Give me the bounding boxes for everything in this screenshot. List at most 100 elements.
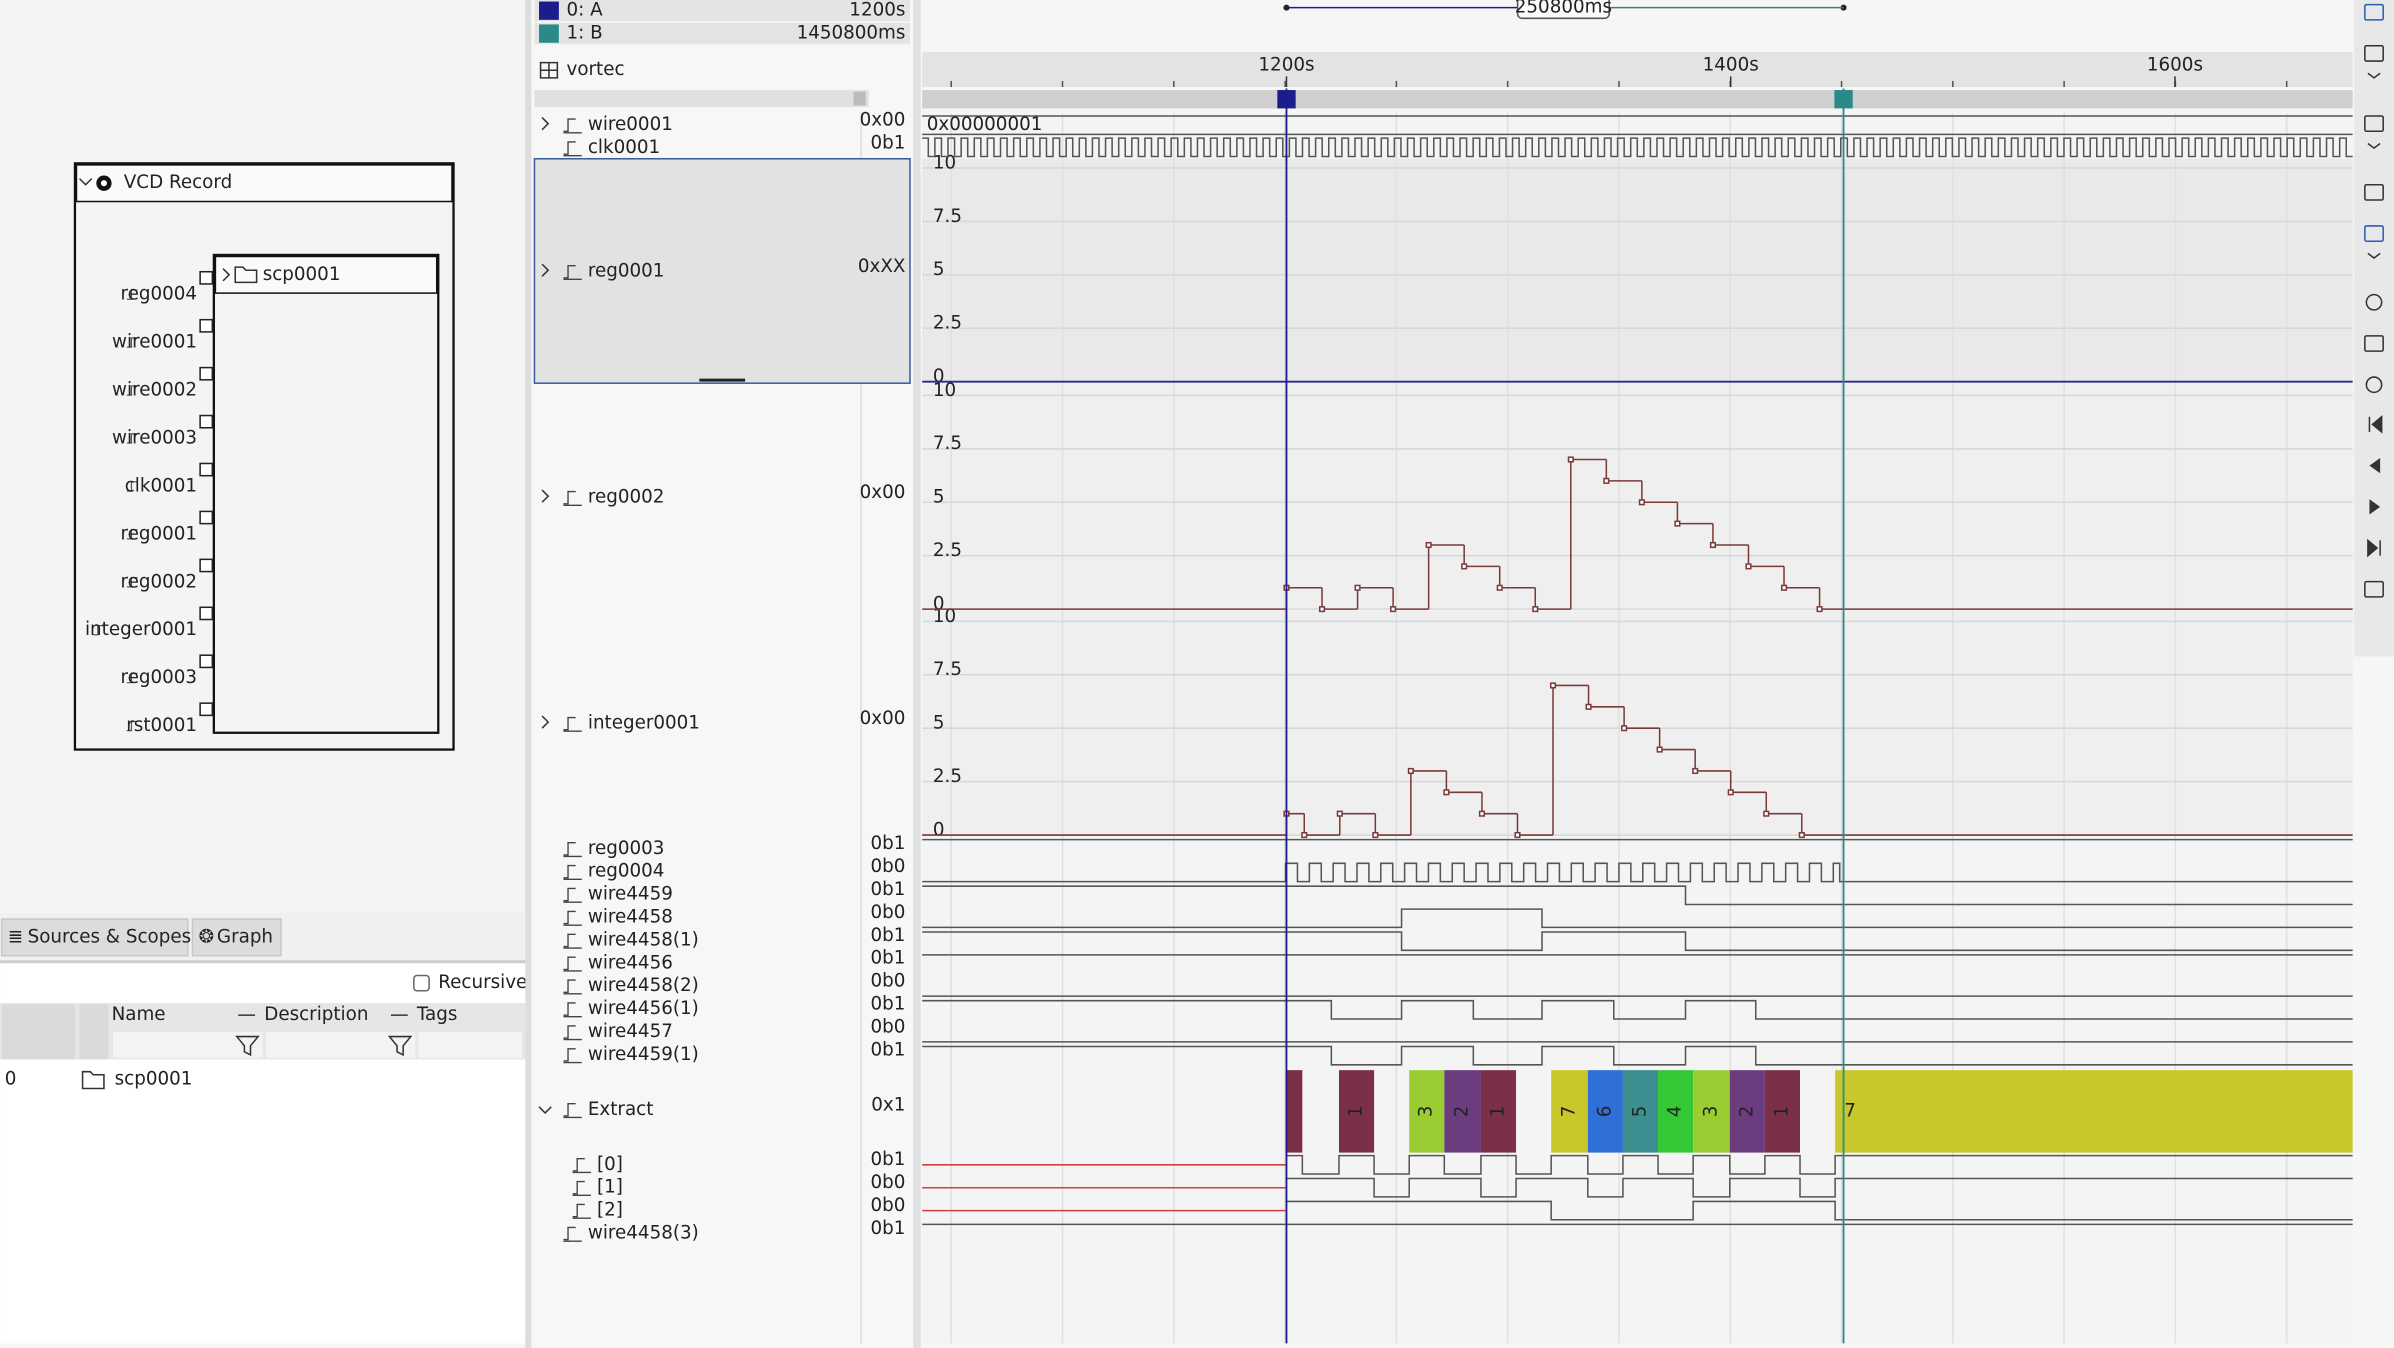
column-header[interactable]: Description bbox=[264, 1004, 368, 1025]
checkbox-label[interactable]: Recursive bbox=[438, 972, 527, 993]
signal-icon bbox=[126, 289, 138, 300]
signal-name[interactable]: wire4458(1) bbox=[588, 929, 699, 950]
icon bbox=[2365, 376, 2383, 394]
expand-chevron[interactable] bbox=[538, 1106, 552, 1114]
toolbar-button[interactable] bbox=[2369, 499, 2381, 515]
signal-name[interactable]: wire4456 bbox=[588, 952, 673, 973]
signal-name[interactable]: wire4459 bbox=[588, 884, 673, 905]
cursor-row bbox=[534, 22, 910, 45]
chevron[interactable] bbox=[222, 268, 231, 282]
filter-icon[interactable] bbox=[387, 1035, 413, 1057]
signal-name[interactable]: reg0003 bbox=[588, 838, 665, 859]
graph-canvas bbox=[0, 0, 526, 913]
toolbar-button[interactable] bbox=[2365, 376, 2383, 394]
port[interactable] bbox=[199, 558, 214, 573]
signal-name[interactable]: integer0001 bbox=[588, 713, 700, 734]
toolbar-button[interactable] bbox=[2364, 115, 2384, 150]
point bbox=[1709, 541, 1717, 549]
port[interactable] bbox=[199, 510, 214, 525]
toolbar-button[interactable] bbox=[2367, 538, 2381, 558]
extract-block bbox=[1764, 1070, 1801, 1153]
toolbar-lower bbox=[2354, 656, 2394, 1344]
port[interactable] bbox=[199, 366, 214, 381]
signal-name[interactable]: wire4459(1) bbox=[588, 1044, 699, 1065]
port[interactable] bbox=[199, 414, 214, 429]
tick-label: 1600s bbox=[2147, 55, 2203, 76]
extract-label: 5 bbox=[1629, 1106, 1650, 1118]
signal-name[interactable]: Extract bbox=[588, 1099, 654, 1120]
signal-name[interactable]: wire4458(3) bbox=[588, 1223, 699, 1244]
point bbox=[1674, 520, 1681, 527]
signal-name[interactable]: reg0001 bbox=[588, 261, 665, 282]
column-header[interactable]: Name bbox=[112, 1004, 166, 1025]
expand-chevron[interactable] bbox=[541, 117, 550, 131]
port[interactable] bbox=[199, 318, 214, 333]
tab[interactable] bbox=[0, 918, 189, 957]
toolbar-button[interactable] bbox=[2364, 335, 2384, 352]
icon bbox=[2364, 225, 2384, 242]
toolbar-button[interactable] bbox=[2364, 225, 2384, 259]
point bbox=[1372, 832, 1379, 839]
signal-icon bbox=[563, 1002, 582, 1018]
checkbox[interactable] bbox=[413, 974, 430, 992]
signal-name[interactable]: wire4456(1) bbox=[588, 998, 699, 1019]
cursor-marker[interactable] bbox=[1277, 90, 1296, 109]
point bbox=[1780, 584, 1788, 591]
selected-row[interactable] bbox=[533, 158, 911, 384]
chevron[interactable] bbox=[78, 178, 93, 186]
port[interactable] bbox=[199, 654, 214, 669]
digital-wave bbox=[1285, 1200, 2353, 1221]
signal-name[interactable]: wire4458(2) bbox=[588, 975, 699, 996]
signal-icon bbox=[126, 433, 138, 444]
point bbox=[1461, 563, 1468, 570]
signal-name[interactable]: wire4458 bbox=[588, 906, 673, 927]
expand-chevron[interactable] bbox=[541, 715, 550, 729]
signal-value: 0b0 bbox=[871, 902, 906, 923]
expand-chevron[interactable] bbox=[541, 263, 550, 277]
tab-label[interactable]: Sources & Scopes bbox=[28, 926, 192, 947]
toolbar-button[interactable] bbox=[2364, 183, 2384, 201]
signal-name[interactable]: wire4457 bbox=[588, 1021, 673, 1042]
tab[interactable] bbox=[191, 918, 282, 957]
cursor-time: 1450800ms bbox=[797, 23, 906, 44]
port[interactable] bbox=[199, 606, 214, 621]
port[interactable] bbox=[199, 702, 214, 717]
toolbar bbox=[2354, 0, 2394, 657]
signal-name[interactable]: reg0002 bbox=[588, 487, 665, 508]
digital-wave bbox=[922, 862, 2353, 883]
filter-box bbox=[418, 1031, 523, 1058]
signal-name[interactable]: wire0001 bbox=[588, 114, 673, 135]
point bbox=[1656, 746, 1663, 753]
signal-name[interactable]: [1] bbox=[597, 1177, 623, 1198]
signal-name[interactable]: clk0001 bbox=[588, 137, 660, 158]
signal-icon bbox=[126, 672, 138, 684]
extract-block bbox=[1835, 1070, 2353, 1153]
signal-value: 0b0 bbox=[871, 1172, 906, 1193]
signal-name[interactable]: [2] bbox=[597, 1200, 623, 1221]
filter-icon[interactable] bbox=[235, 1035, 260, 1057]
signal-value: 0x00 bbox=[860, 110, 906, 131]
extract-block bbox=[1693, 1070, 1730, 1153]
toolbar-button[interactable] bbox=[2364, 580, 2384, 598]
toolbar-button[interactable] bbox=[2369, 457, 2381, 474]
tab-label[interactable]: Graph bbox=[217, 926, 273, 947]
y-tick-label: 0 bbox=[933, 819, 945, 840]
toolbar-button[interactable] bbox=[2364, 3, 2384, 21]
extract-block bbox=[1587, 1070, 1623, 1153]
cursor-marker[interactable] bbox=[1834, 90, 1853, 109]
signal-name[interactable]: reg0004 bbox=[588, 861, 665, 882]
expand-chevron[interactable] bbox=[541, 489, 550, 503]
point bbox=[1532, 606, 1539, 613]
toolbar-button[interactable] bbox=[2364, 45, 2384, 79]
node-box bbox=[73, 162, 455, 751]
port[interactable] bbox=[199, 270, 214, 285]
toolbar-button[interactable] bbox=[2368, 415, 2383, 434]
signal-icon bbox=[126, 385, 138, 396]
signal-name[interactable]: [0] bbox=[597, 1154, 623, 1175]
toolbar-button[interactable] bbox=[2365, 293, 2383, 311]
port[interactable] bbox=[199, 462, 214, 477]
signal-icon bbox=[563, 1025, 582, 1041]
point bbox=[1621, 725, 1628, 732]
column-header[interactable]: Tags bbox=[416, 1004, 458, 1025]
